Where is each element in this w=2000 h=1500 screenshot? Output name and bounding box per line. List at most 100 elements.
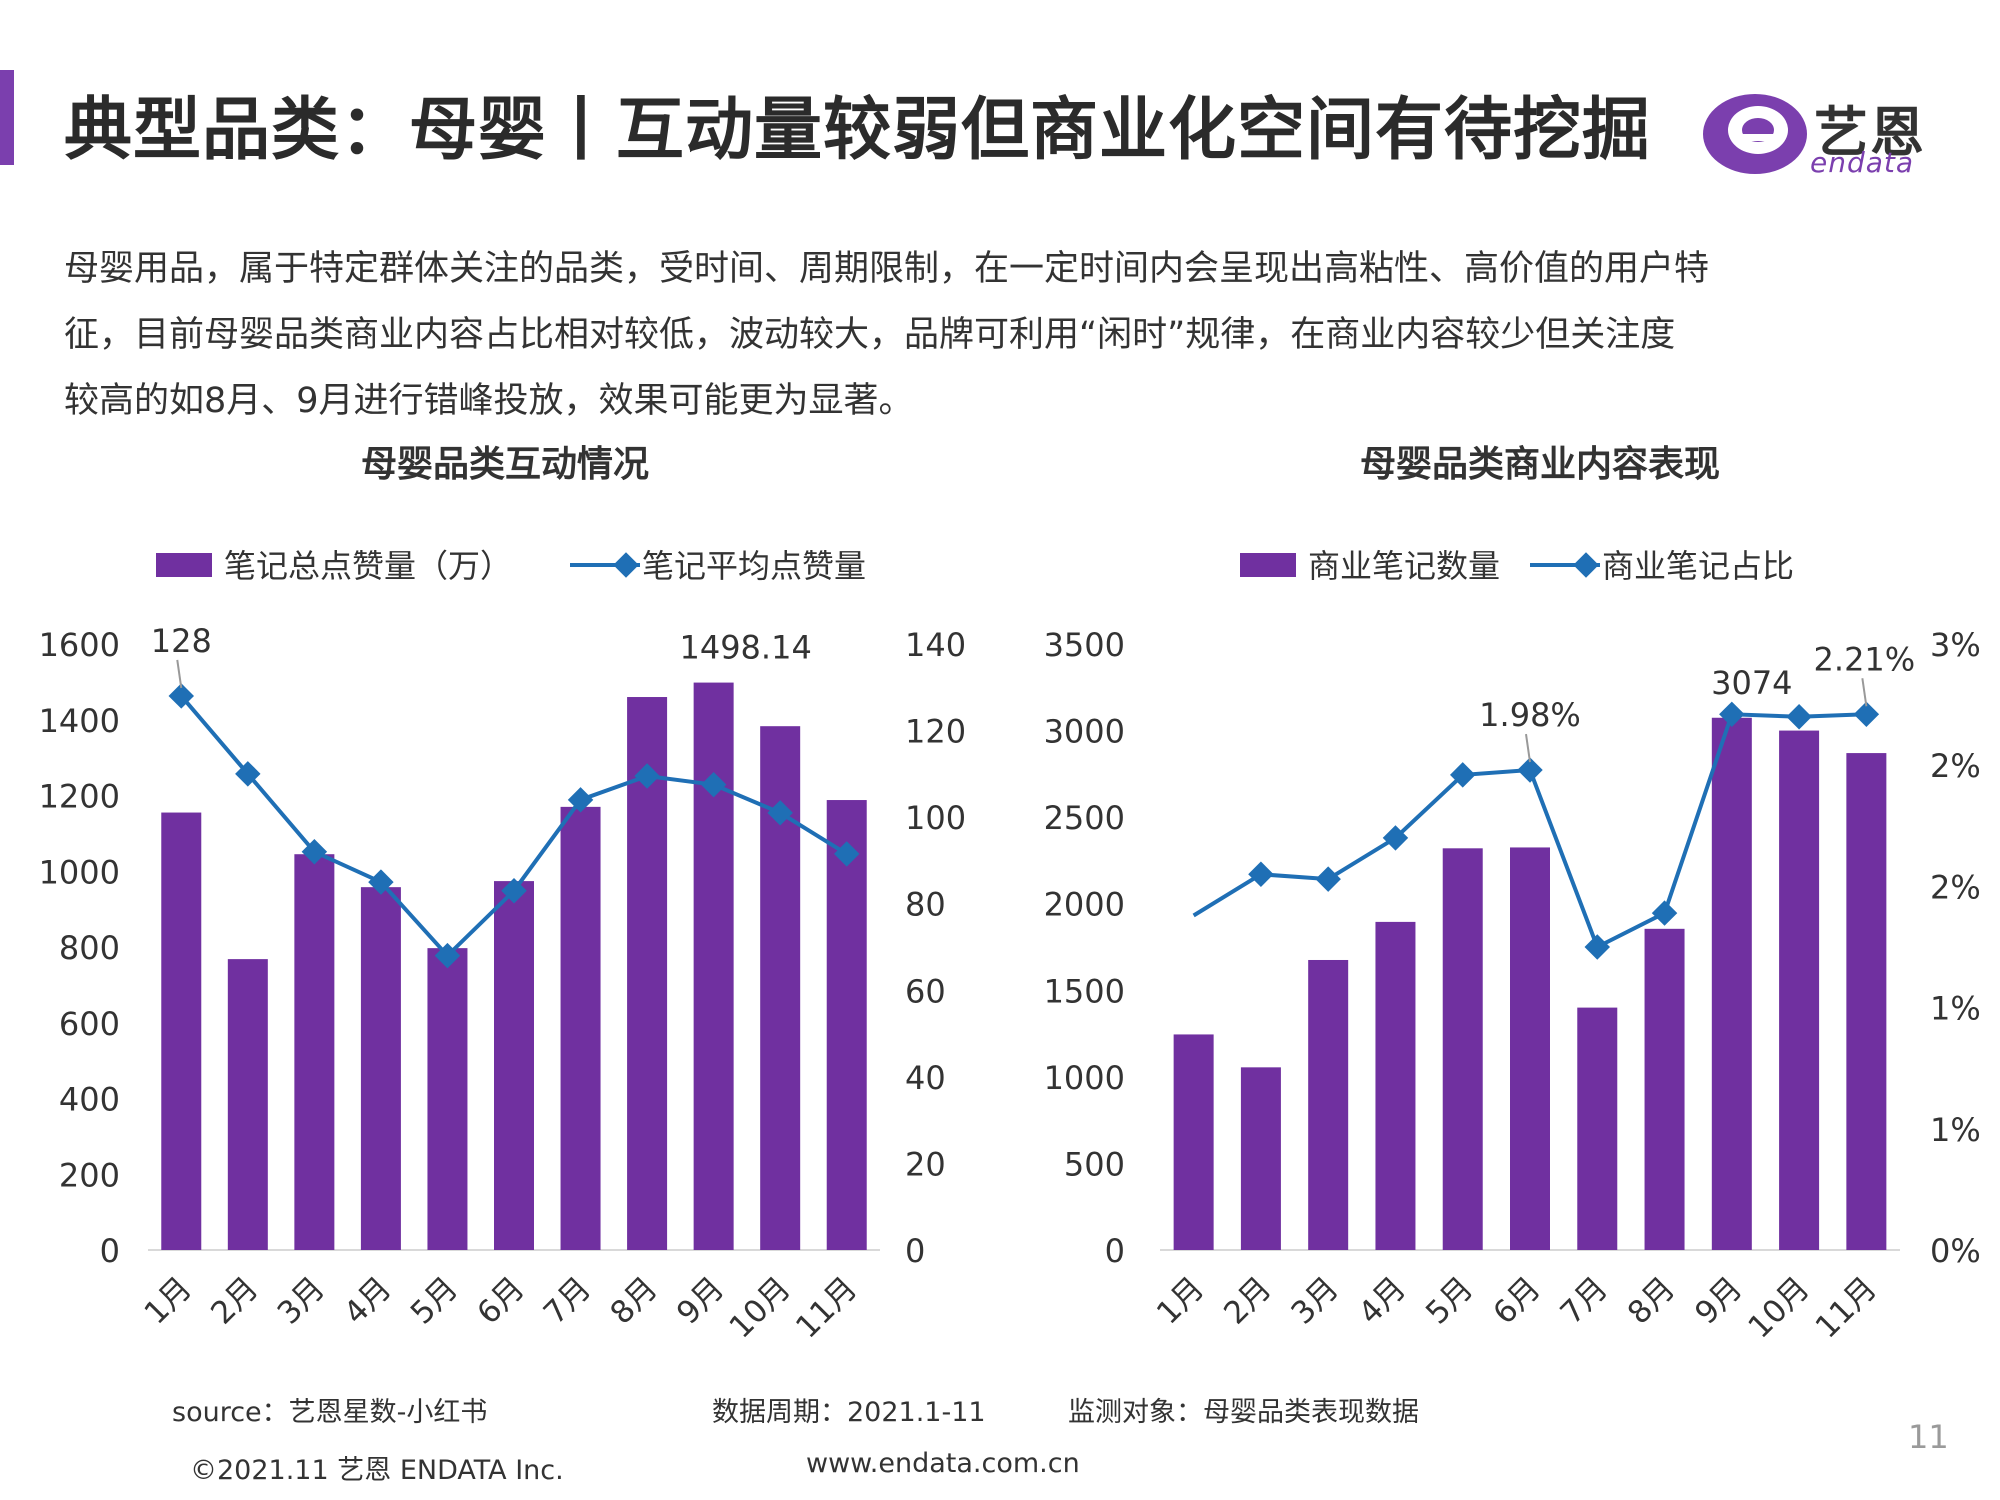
line-point — [368, 869, 394, 895]
y-right-tick-label: 1% — [1930, 1111, 1981, 1149]
data-label: 1.98% — [1479, 696, 1581, 734]
y-left-tick-label: 1000 — [1044, 1059, 1125, 1097]
x-tick-label: 4月 — [1352, 1270, 1413, 1331]
x-tick-label: 4月 — [337, 1270, 398, 1331]
y-right-tick-label: 3% — [1930, 626, 1981, 664]
page-number: 11 — [1908, 1418, 1949, 1456]
y-left-tick-label: 1600 — [39, 626, 120, 664]
line-point — [434, 942, 461, 969]
footer-website[interactable]: www.endata.com.cn — [806, 1448, 1080, 1479]
legend-bar-label: 笔记总点赞量（万） — [224, 547, 512, 585]
line-point — [168, 683, 195, 709]
interaction-chart: 母婴品类互动情况 笔记总点赞量（万） 笔记平均点赞量 0 200 400 600 800 100… — [0, 430, 1000, 1400]
line-point — [767, 800, 793, 826]
intro-line: 征，目前母婴品类商业内容占比相对较低，波动较大，品牌可利用“闲时”规律，在商业内… — [64, 315, 1676, 355]
bar — [161, 812, 202, 1250]
y-left-tick-label: 600 — [59, 1005, 120, 1043]
line-point — [1248, 861, 1274, 888]
endata-logo: 艺恩 endata — [1700, 84, 1950, 184]
y-left-tick-label: 400 — [59, 1081, 120, 1119]
x-tick-label: 7月 — [537, 1270, 598, 1331]
x-tick-label: 9月 — [1688, 1270, 1749, 1331]
data-label: 1498.14 — [679, 629, 811, 667]
bar — [1644, 928, 1685, 1250]
x-tick-label: 1月 — [1150, 1270, 1211, 1331]
bar — [1240, 1067, 1281, 1250]
data-label-leader — [176, 659, 183, 689]
x-tick-label: 11月 — [1809, 1270, 1884, 1345]
x-tick-label: 6月 — [1486, 1270, 1547, 1331]
legend-bar-label: 商业笔记数量 — [1308, 547, 1500, 585]
y-left-tick-label: 1200 — [39, 778, 120, 816]
legend-line-marker — [613, 552, 639, 578]
y-right-tick-label: 140 — [905, 626, 966, 664]
bar — [627, 697, 668, 1250]
footer-period: 数据周期：2021.1-11 — [712, 1397, 986, 1428]
x-tick-label: 2月 — [204, 1270, 265, 1331]
bar — [1711, 717, 1752, 1250]
footer-copyright: ©2021.11 艺恩 ENDATA Inc. — [190, 1455, 564, 1486]
legend-bar-swatch — [1240, 553, 1296, 577]
y-left-tick-label: 1500 — [1044, 972, 1125, 1010]
line-point — [1449, 762, 1476, 788]
y-right-tick-label: 2% — [1930, 747, 1981, 785]
y-right-tick-label: 60 — [905, 972, 946, 1010]
line-point — [1584, 934, 1611, 960]
y-left-tick-label: 1400 — [39, 702, 120, 740]
bar — [1577, 1007, 1618, 1250]
commercial-chart: 母婴品类商业内容表现 商业笔记数量 商业笔记占比 0 500 1000 1500 2000 25… — [1000, 430, 2000, 1400]
x-tick-label: 8月 — [603, 1270, 664, 1331]
y-left-tick-label: 2000 — [1044, 886, 1125, 924]
x-tick-label: 3月 — [1285, 1270, 1346, 1331]
bar — [360, 887, 401, 1250]
x-tick-label: 5月 — [404, 1270, 465, 1331]
bar — [1510, 847, 1550, 1250]
y-right-tick-label: 0% — [1930, 1232, 1981, 1270]
line-point — [1315, 866, 1341, 892]
endata-logo-icon — [1703, 94, 1807, 174]
line-point — [567, 787, 594, 813]
bar — [1308, 959, 1349, 1250]
y-right-tick-label: 100 — [905, 799, 966, 837]
line-point — [301, 839, 328, 865]
logo-name: 艺恩 — [1814, 101, 1926, 164]
line-point — [700, 771, 727, 798]
intro-paragraph: 母婴用品，属于特定群体关注的品类，受时间、周期限制，在一定时间内会呈现出高粘性、… — [64, 236, 1944, 434]
x-tick-label: 8月 — [1621, 1270, 1682, 1331]
x-tick-label: 3月 — [271, 1270, 332, 1331]
intro-line: 母婴用品，属于特定群体关注的品类，受时间、周期限制，在一定时间内会呈现出高粘性、… — [64, 249, 1710, 289]
data-label: 128 — [151, 622, 212, 660]
x-tick-label: 7月 — [1554, 1270, 1615, 1331]
y-right-tick-label: 40 — [905, 1059, 946, 1097]
x-tick-label: 10月 — [723, 1270, 798, 1345]
y-right-tick-label: 0 — [905, 1232, 925, 1270]
data-label: 2.21% — [1814, 640, 1916, 678]
data-label-leader — [1861, 678, 1868, 707]
logo-subtitle: endata — [1810, 146, 1915, 179]
line-point — [1651, 900, 1678, 926]
y-left-tick-label: 500 — [1064, 1145, 1125, 1183]
line-point — [1786, 703, 1812, 730]
x-tick-label: 10月 — [1741, 1270, 1816, 1345]
bar — [826, 800, 867, 1250]
legend-bar-swatch — [156, 553, 212, 577]
legend-line-label: 笔记平均点赞量 — [642, 547, 866, 585]
x-tick-label: 1月 — [138, 1270, 199, 1331]
bar — [494, 881, 534, 1250]
bar — [693, 682, 734, 1250]
line-point — [634, 763, 660, 789]
y-right-tick-label: 2% — [1930, 868, 1981, 906]
line-point — [501, 878, 527, 904]
bar — [1846, 753, 1887, 1250]
data-label-leader — [1525, 733, 1531, 763]
y-right-tick-label: 20 — [905, 1145, 946, 1183]
bar — [1779, 730, 1820, 1250]
chart-title: 母婴品类互动情况 — [361, 444, 649, 485]
y-left-tick-label: 200 — [59, 1156, 120, 1194]
x-tick-label: 9月 — [670, 1270, 731, 1331]
bar — [294, 854, 335, 1250]
x-tick-label: 11月 — [789, 1270, 864, 1345]
y-left-tick-label: 3000 — [1044, 713, 1125, 751]
